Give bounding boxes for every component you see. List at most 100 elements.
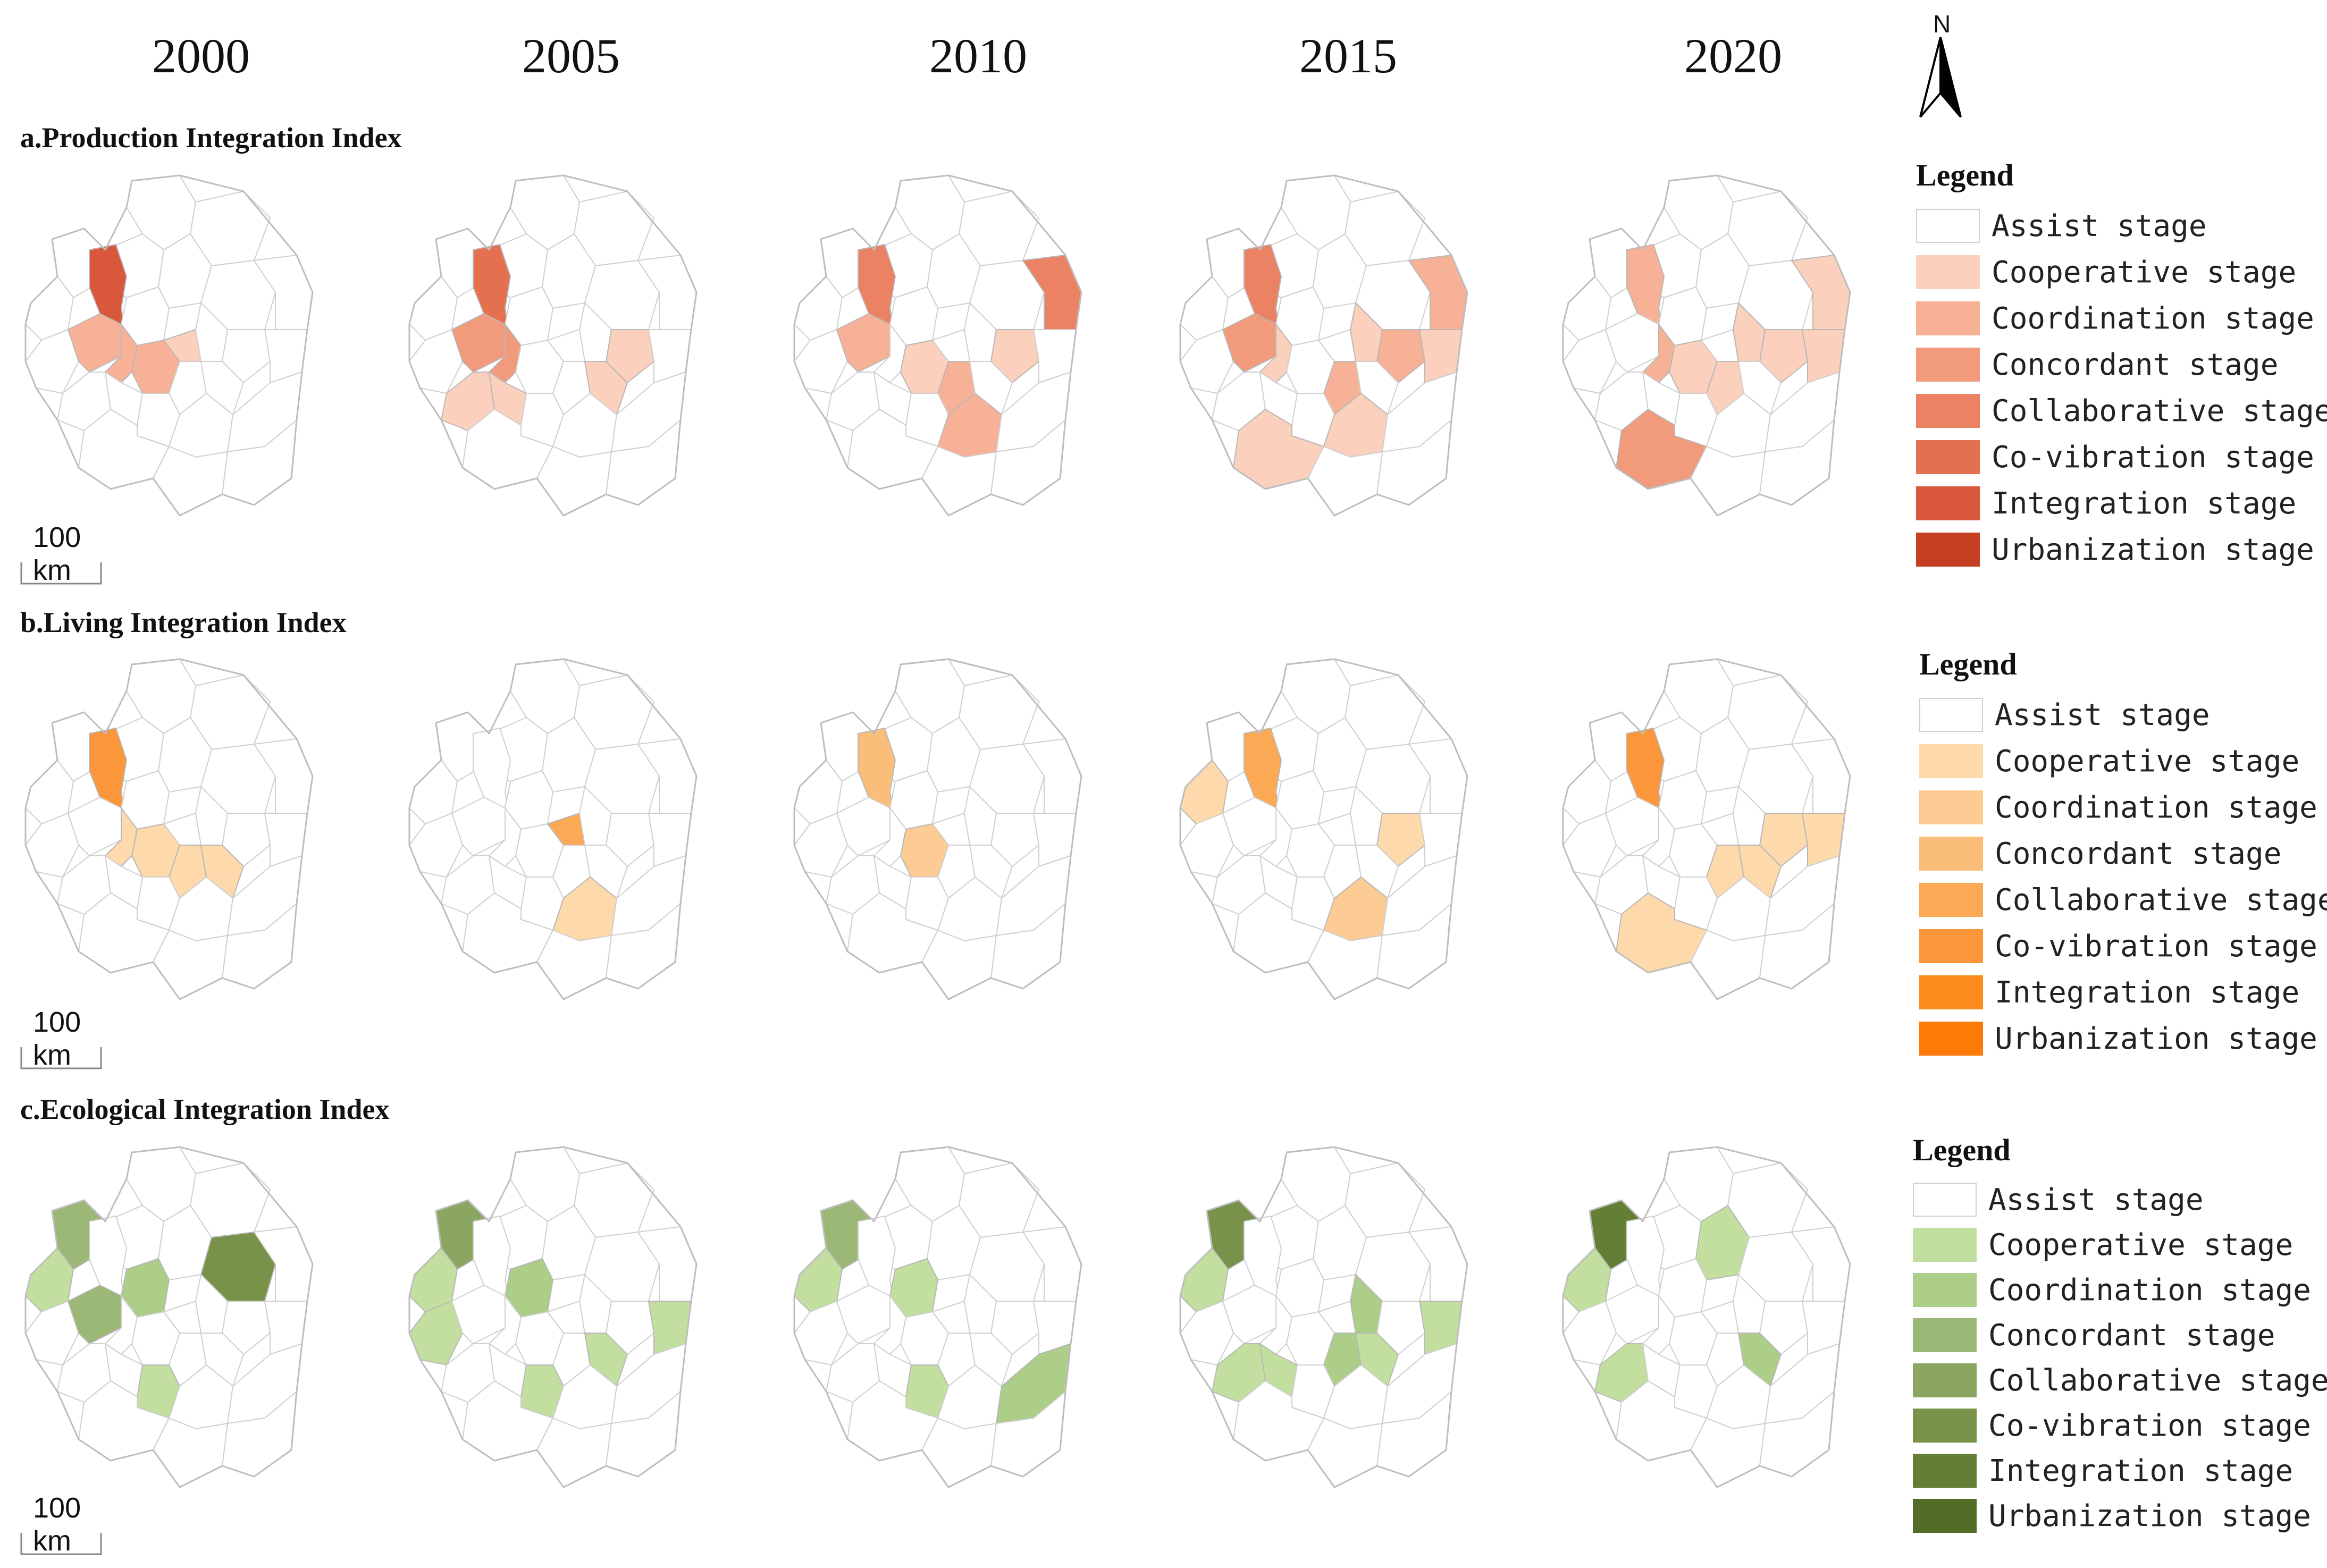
legend-label: Concordant stage — [1992, 347, 2279, 382]
county-region — [222, 1301, 271, 1355]
legend-label: Urbanization stage — [1995, 1021, 2317, 1056]
legend-swatch — [1916, 301, 1980, 335]
year-label-2020: 2020 — [1684, 29, 1782, 83]
map-production-2010 — [789, 170, 1087, 553]
legend-swatch — [1919, 790, 1983, 824]
study-area-boundary — [793, 174, 1082, 517]
study-area-boundary — [408, 174, 698, 517]
county-region — [1376, 813, 1425, 867]
county-region — [584, 1333, 628, 1387]
scale-bar-production: 100 km — [20, 521, 105, 590]
study-area-boundary — [1562, 658, 1851, 1000]
legend-item-concordant-stage: Concordant stage — [1916, 345, 2327, 384]
legend-swatch — [1916, 255, 1980, 289]
study-area-boundary — [1562, 1146, 1851, 1488]
legend-title: Legend — [1913, 1133, 2011, 1167]
county-region — [536, 1418, 612, 1488]
legend-item-coordination-stage: Coordination stage — [1916, 299, 2327, 338]
county-region — [1759, 329, 1808, 383]
legend-label: Integration stage — [1992, 486, 2297, 521]
map-canvas — [1179, 1146, 1468, 1488]
legend-item-cooperative-stage: Cooperative stage — [1913, 1226, 2327, 1264]
scale-bar-label: 100 km — [33, 1492, 81, 1557]
legend-swatch — [1913, 1409, 1977, 1443]
legend-item-urbanization-stage: Urbanization stage — [1916, 530, 2327, 569]
legend-item-concordant-stage: Concordant stage — [1919, 834, 2327, 873]
county-region — [1690, 930, 1766, 1000]
map-ecological-2020 — [1558, 1142, 1855, 1524]
legend-label: Concordant stage — [1988, 1318, 2275, 1353]
county-region — [990, 1301, 1039, 1355]
county-region — [1307, 1418, 1383, 1488]
legend-item-urbanization-stage: Urbanization stage — [1913, 1497, 2327, 1535]
legend-label: Collaborative stage — [1992, 393, 2327, 428]
legend-swatch — [1919, 929, 1983, 963]
map-production-2015 — [1175, 170, 1473, 553]
map-ecological-2010 — [789, 1142, 1087, 1524]
legend-label: Collaborative stage — [1988, 1363, 2327, 1398]
county-region — [153, 930, 228, 1000]
legend-item-cooperative-stage: Cooperative stage — [1919, 742, 2327, 780]
legend-item-coordination-stage: Coordination stage — [1913, 1271, 2327, 1309]
legend-swatch — [1916, 533, 1980, 567]
county-region — [1355, 361, 1399, 415]
county-region — [1738, 1333, 1782, 1387]
map-canvas — [793, 1146, 1082, 1488]
scale-bar-line — [20, 1047, 102, 1069]
legend-item-assist-stage: Assist stage — [1913, 1181, 2327, 1219]
study-area-boundary — [793, 658, 1082, 1000]
legend-swatch — [1913, 1499, 1977, 1533]
scale-bar-line — [20, 1533, 102, 1555]
county-region — [1738, 845, 1782, 899]
section-title-production: a.Production Integration Index — [20, 122, 402, 154]
study-area-boundary — [1562, 174, 1851, 517]
legend-swatch — [1913, 1454, 1977, 1488]
map-canvas — [24, 658, 314, 1000]
legend-swatch — [1916, 394, 1980, 428]
north-arrow-icon — [1919, 37, 1962, 118]
scale-bar-living: 100 km — [20, 1006, 105, 1075]
legend-item-cooperative-stage: Cooperative stage — [1916, 253, 2327, 291]
legend-swatch — [1916, 440, 1980, 474]
legend-item-assist-stage: Assist stage — [1916, 207, 2327, 245]
north-label: N — [1933, 10, 1951, 38]
study-area-boundary — [24, 174, 314, 517]
legend-swatch — [1916, 348, 1980, 382]
legend-label: Co-vibration stage — [1995, 929, 2317, 964]
county-region — [222, 813, 271, 867]
study-area-boundary — [408, 658, 698, 1000]
study-area-boundary — [408, 1146, 698, 1488]
county-region — [921, 446, 997, 516]
year-label-2000: 2000 — [152, 29, 250, 83]
legend-label: Assist stage — [1992, 208, 2207, 243]
map-canvas — [1562, 1146, 1851, 1488]
county-region — [921, 930, 997, 1000]
study-area-boundary — [24, 658, 314, 1000]
legend-label: Integration stage — [1995, 975, 2300, 1010]
map-living-2015 — [1175, 654, 1473, 1036]
study-area-boundary — [793, 1146, 1082, 1488]
legend-item-integration-stage: Integration stage — [1916, 484, 2327, 522]
legend-item-co-vibration-stage: Co-vibration stage — [1913, 1406, 2327, 1445]
county-region — [222, 329, 271, 383]
county-region — [1690, 1418, 1766, 1488]
section-title-living: b.Living Integration Index — [20, 606, 347, 638]
study-area-boundary — [24, 1146, 314, 1488]
legend-swatch — [1913, 1183, 1977, 1217]
legend-label: Collaborative stage — [1995, 882, 2327, 917]
legend-swatch — [1919, 698, 1983, 732]
legend-swatch — [1913, 1363, 1977, 1397]
county-region — [536, 446, 612, 516]
legend-swatch — [1919, 883, 1983, 917]
legend-swatch — [1919, 1022, 1983, 1056]
legend-swatch — [1919, 975, 1983, 1009]
legend-swatch — [1916, 209, 1980, 243]
legend-item-urbanization-stage: Urbanization stage — [1919, 1019, 2327, 1058]
county-region — [606, 1301, 654, 1355]
county-region — [969, 845, 1013, 899]
map-canvas — [1179, 658, 1468, 1000]
county-region — [990, 329, 1039, 383]
legend-living: Legend Assist stage Cooperative stage Coor… — [1919, 646, 2327, 1066]
legend-swatch — [1913, 1228, 1977, 1262]
legend-label: Coordination stage — [1995, 790, 2317, 825]
